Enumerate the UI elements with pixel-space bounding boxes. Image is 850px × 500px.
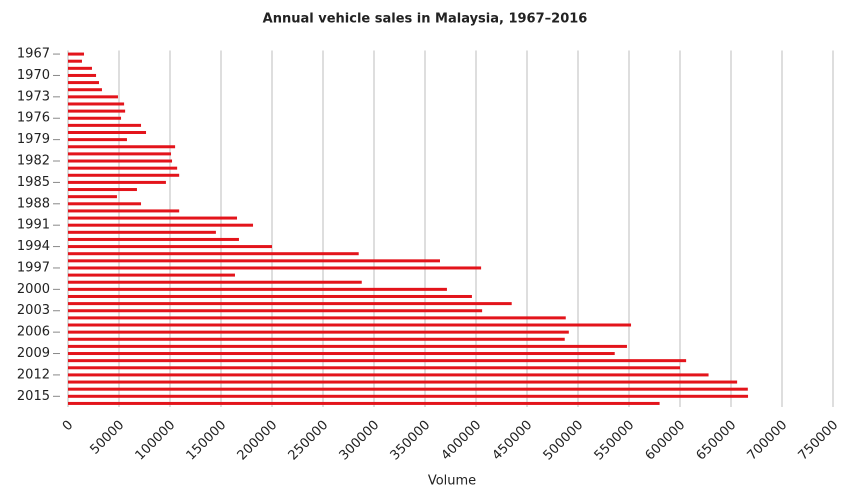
bar [68, 52, 85, 56]
y-tick-label: 2015 [17, 389, 50, 404]
bar [68, 59, 82, 63]
bar [68, 401, 660, 405]
bar [68, 237, 239, 241]
x-tick-label: 300000 [337, 418, 383, 464]
bar [68, 216, 238, 220]
x-tick-label: 750000 [796, 418, 842, 464]
y-tick-label: 2000 [17, 282, 50, 297]
x-tick-label: 150000 [184, 418, 230, 464]
bar [68, 330, 569, 334]
x-tick-label: 200000 [235, 418, 281, 464]
bar [68, 173, 180, 177]
bar [68, 130, 147, 134]
bar [68, 223, 254, 227]
bar [68, 344, 627, 348]
bar [68, 309, 483, 313]
bar [68, 273, 235, 277]
y-tick-label: 1970 [17, 68, 50, 83]
x-tick-label: 0 [60, 418, 76, 434]
bar [68, 209, 180, 213]
y-tick-label: 2006 [17, 325, 50, 340]
bar [68, 259, 440, 263]
bar [68, 280, 362, 284]
x-tick-label: 700000 [745, 418, 791, 464]
y-tick-label: 2003 [17, 303, 50, 318]
bar [68, 337, 565, 341]
y-tick-label: 2012 [17, 367, 50, 382]
bar [68, 123, 142, 127]
bar [68, 373, 709, 377]
y-tick-label: 1979 [17, 132, 50, 147]
y-tick-label: 1976 [17, 111, 50, 126]
bar [68, 316, 566, 320]
bar [68, 230, 216, 234]
x-axis-label: Volume [428, 474, 476, 489]
y-tick-label: 2009 [17, 346, 50, 361]
bar [68, 145, 176, 149]
bar [68, 387, 748, 391]
y-tick-label: 1991 [17, 218, 50, 233]
x-tick-label: 350000 [388, 418, 434, 464]
bar [68, 88, 102, 92]
x-tick-label: 50000 [87, 418, 127, 458]
x-tick-label: 250000 [286, 418, 332, 464]
bar [68, 252, 359, 256]
y-tick-label: 1967 [17, 47, 50, 62]
x-tick-label: 500000 [541, 418, 587, 464]
y-tick-label: 1994 [17, 239, 50, 254]
bar [68, 138, 127, 142]
bar [68, 245, 272, 249]
bar [68, 109, 126, 113]
bar [68, 73, 97, 77]
x-tick-label: 600000 [643, 418, 689, 464]
bar [68, 302, 512, 306]
bar [68, 152, 172, 156]
chart-title: Annual vehicle sales in Malaysia, 1967–2… [263, 12, 588, 27]
bar [68, 102, 125, 106]
y-tick-label: 1985 [17, 175, 50, 190]
x-tick-label: 400000 [439, 418, 485, 464]
bar [68, 366, 680, 370]
y-tick-label: 1973 [17, 89, 50, 104]
bar [68, 66, 92, 70]
y-tick-label: 1997 [17, 260, 50, 275]
bar [68, 159, 173, 163]
bar [68, 116, 122, 120]
bar [68, 81, 100, 85]
bar [68, 323, 632, 327]
bar [68, 180, 166, 184]
bar [68, 352, 615, 356]
bar [68, 95, 118, 99]
bar [68, 359, 687, 363]
x-tick-label: 100000 [133, 418, 179, 464]
y-tick-label: 1982 [17, 154, 50, 169]
bar [68, 202, 142, 206]
bar [68, 294, 472, 298]
bar [68, 394, 749, 398]
y-tick-label: 1988 [17, 196, 50, 211]
bar [68, 188, 137, 192]
bar [68, 166, 178, 170]
bar [68, 287, 447, 291]
bar [68, 266, 482, 270]
bar [68, 380, 738, 384]
x-tick-label: 550000 [592, 418, 638, 464]
x-tick-label: 450000 [490, 418, 536, 464]
bar [68, 195, 117, 199]
x-tick-label: 650000 [694, 418, 740, 464]
